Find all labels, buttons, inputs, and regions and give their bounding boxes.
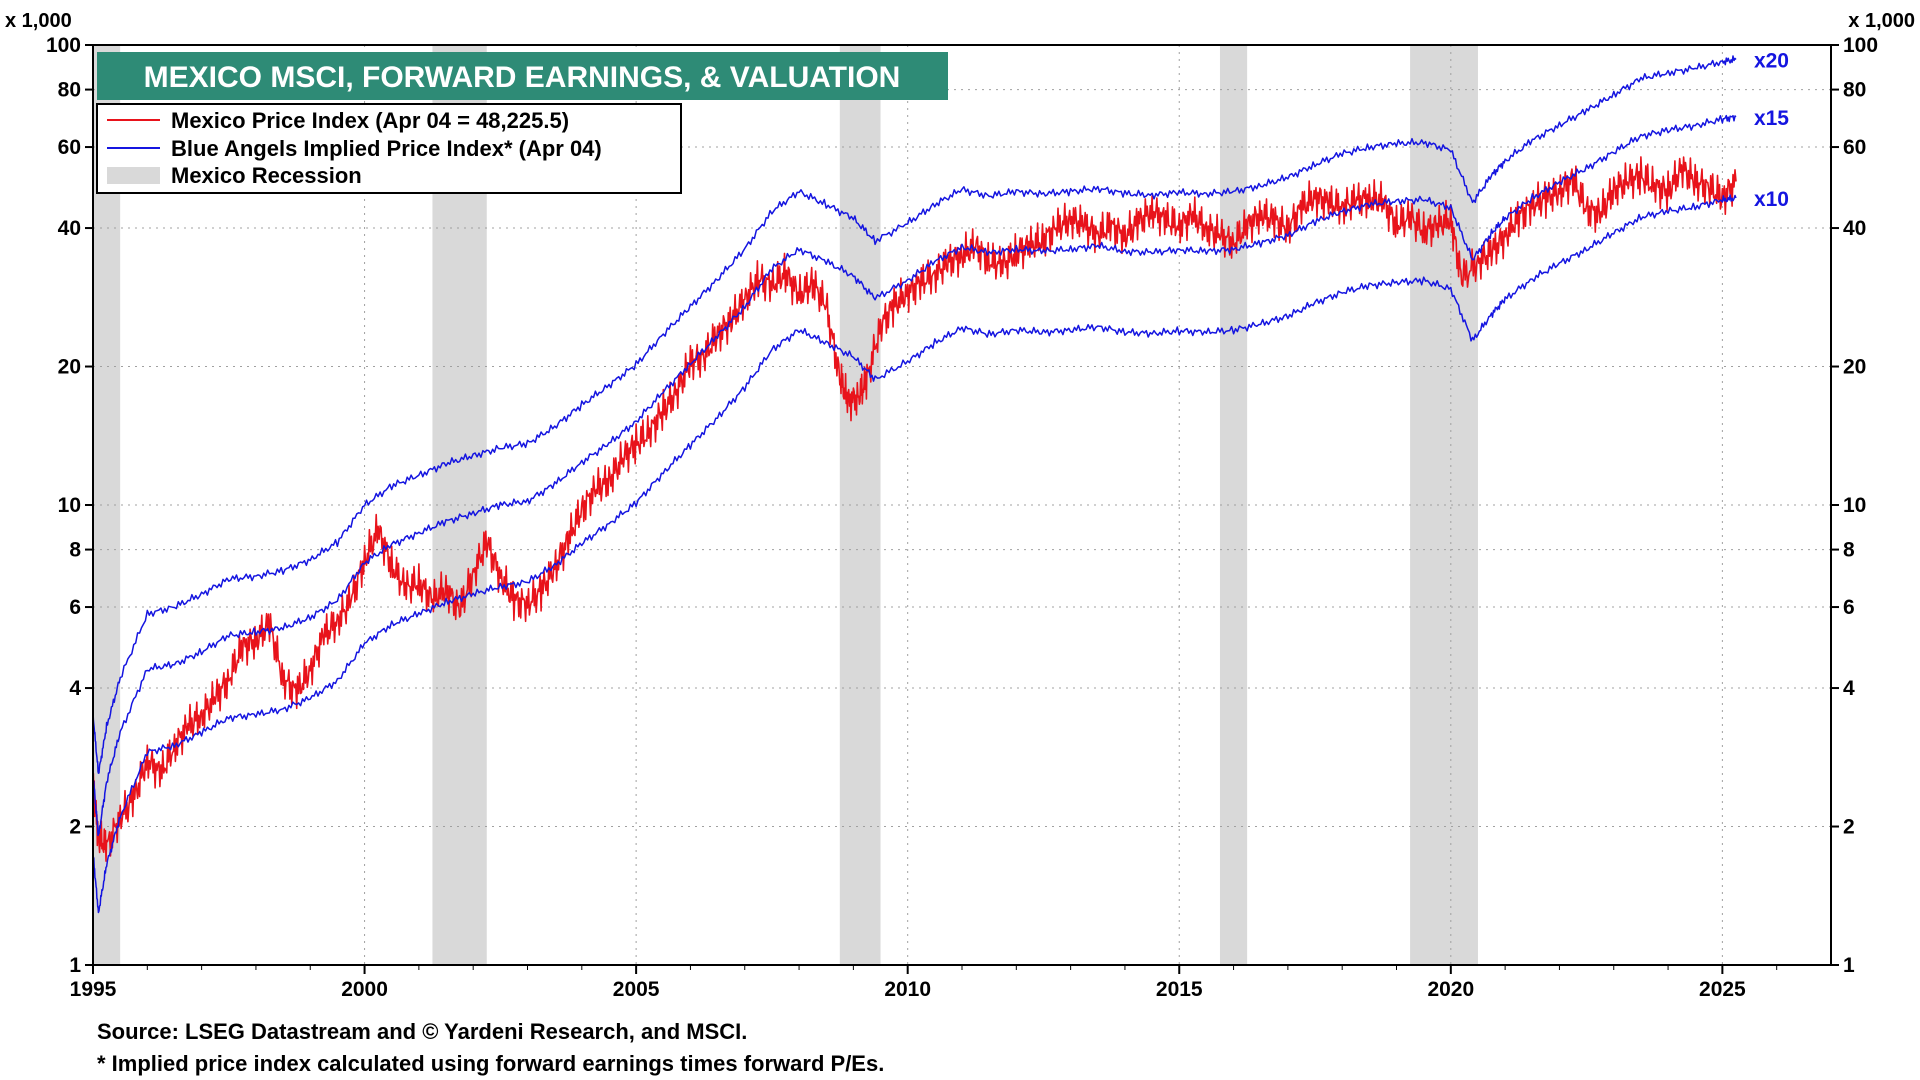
series-line-1 [92,55,1737,774]
y-tick-label-right-80: 80 [1843,79,1866,102]
y-tick-label-right-4: 4 [1843,677,1855,700]
series-line-2 [92,114,1737,837]
y-tick-label-left-20: 20 [58,356,81,379]
legend-label-price: Mexico Price Index (Apr 04 = 48,225.5) [171,108,569,133]
y-tick-label-left-6: 6 [69,596,81,619]
y-tick-label-right-60: 60 [1843,136,1866,159]
chart-title-text: MEXICO MSCI, FORWARD EARNINGS, & VALUATI… [144,61,901,94]
series-end-label-2: x15 [1754,107,1789,130]
legend-label-implied: Blue Angels Implied Price Index* (Apr 04… [171,136,602,161]
implied-price-footnote: * Implied price index calculated using f… [97,1051,884,1076]
recession-band-2 [839,45,881,965]
series-line-3 [92,194,1737,914]
y-tick-label-left-40: 40 [58,217,81,240]
y-tick-label-left-8: 8 [69,539,81,562]
y-tick-label-left-4: 4 [69,677,81,700]
x-tick-label-2025: 2025 [1699,978,1746,1001]
y-tick-label-right-8: 8 [1843,539,1855,562]
series-labels: x20 x15 x10 [1754,49,1789,210]
y-tick-label-right-2: 2 [1843,816,1855,839]
chart-title: MEXICO MSCI, FORWARD EARNINGS, & VALUATI… [97,52,948,100]
y-tick-label-left-100: 100 [46,34,81,57]
source-note: Source: LSEG Datastream and © Yardeni Re… [97,1019,747,1044]
recession-band-1 [432,45,487,965]
y-tick-label-right-6: 6 [1843,596,1855,619]
legend-box [96,103,682,194]
recession-band-3 [1219,45,1248,965]
series-line-0 [92,156,1737,862]
y-tick-label-left-2: 2 [69,816,81,839]
y-tick-label-right-20: 20 [1843,356,1866,379]
y-unit-label-left: x 1,000 [5,10,72,32]
series-end-label-1: x20 [1754,49,1789,72]
grid [93,45,1831,965]
x-tick-label-2005: 2005 [613,978,660,1001]
y-tick-label-left-1: 1 [69,954,81,977]
x-tick-label-1995: 1995 [70,978,117,1001]
y-tick-label-right-1: 1 [1843,954,1855,977]
y-tick-label-right-40: 40 [1843,217,1866,240]
legend-label-recession: Mexico Recession [171,163,362,188]
y-tick-label-left-10: 10 [58,494,81,517]
legend: Mexico Price Index (Apr 04 = 48,225.5) B… [96,103,682,194]
y-unit-label-right: x 1,000 [1848,10,1915,32]
chart-title-background [97,52,948,100]
x-tick-label-2000: 2000 [341,978,388,1001]
y-tick-label-right-100: 100 [1843,34,1878,57]
x-tick-label-2010: 2010 [884,978,931,1001]
y-tick-label-left-80: 80 [58,79,81,102]
y-tick-label-left-60: 60 [58,136,81,159]
series-lines [92,55,1737,914]
y-tick-label-right-10: 10 [1843,494,1866,517]
legend-swatch-recession [107,167,160,184]
x-tick-label-2015: 2015 [1156,978,1203,1001]
x-tick-label-2020: 2020 [1427,978,1474,1001]
series-end-label-3: x10 [1754,188,1789,211]
